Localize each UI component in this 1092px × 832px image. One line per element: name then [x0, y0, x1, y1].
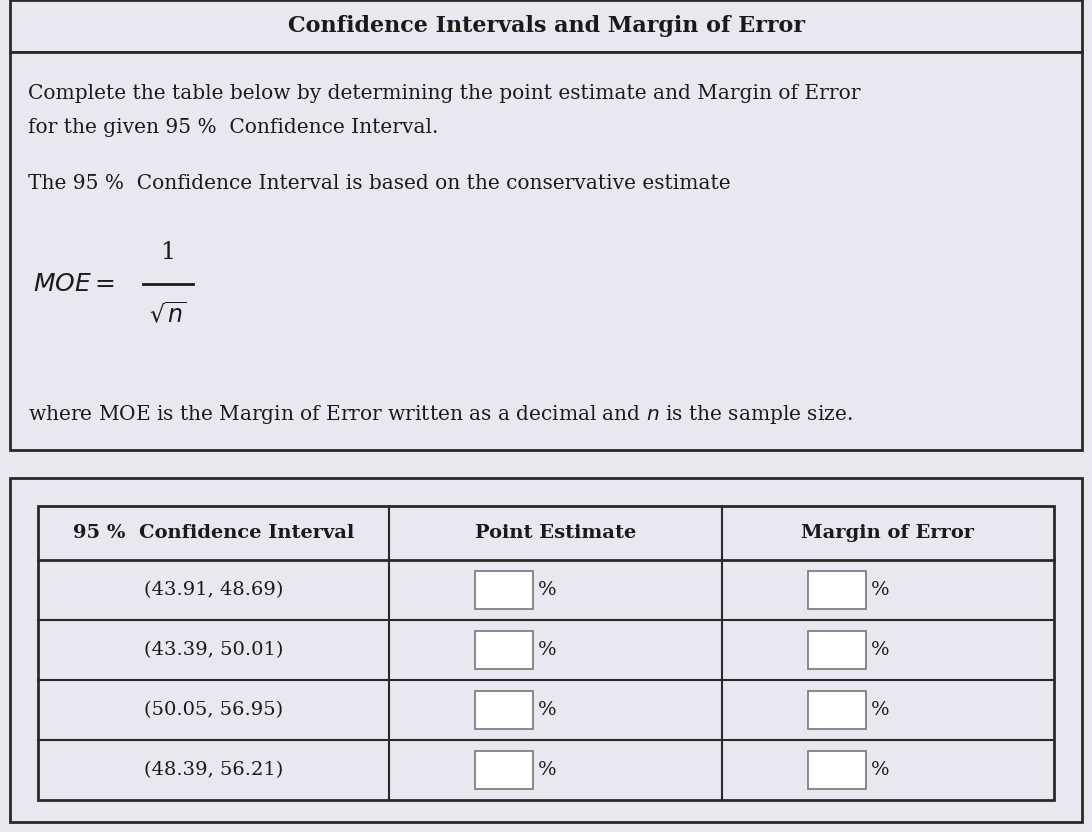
- Bar: [475, 691, 533, 729]
- Bar: [475, 751, 533, 789]
- Bar: [475, 571, 533, 609]
- Text: %: %: [538, 701, 557, 719]
- Text: where MOE is the Margin of Error written as a decimal and $n$ is the sample size: where MOE is the Margin of Error written…: [28, 403, 853, 426]
- Text: %: %: [538, 761, 557, 779]
- Text: %: %: [538, 581, 557, 599]
- Bar: [808, 571, 866, 609]
- Bar: [475, 631, 533, 669]
- Text: Margin of Error: Margin of Error: [802, 524, 974, 542]
- Text: (43.91, 48.69): (43.91, 48.69): [143, 581, 283, 599]
- Text: %: %: [871, 641, 890, 659]
- Text: for the given 95 %  Confidence Interval.: for the given 95 % Confidence Interval.: [28, 118, 438, 137]
- Text: 1: 1: [161, 241, 176, 264]
- Text: (43.39, 50.01): (43.39, 50.01): [143, 641, 283, 659]
- Text: %: %: [871, 761, 890, 779]
- Text: $\sqrt{n}$: $\sqrt{n}$: [149, 302, 187, 328]
- Text: The 95 %  Confidence Interval is based on the conservative estimate: The 95 % Confidence Interval is based on…: [28, 174, 731, 193]
- Bar: [808, 691, 866, 729]
- Text: Point Estimate: Point Estimate: [475, 524, 636, 542]
- Text: (48.39, 56.21): (48.39, 56.21): [144, 761, 283, 779]
- Text: Confidence Intervals and Margin of Error: Confidence Intervals and Margin of Error: [287, 15, 805, 37]
- Text: $\mathit{MOE}=$: $\mathit{MOE}=$: [33, 272, 115, 296]
- Text: (50.05, 56.95): (50.05, 56.95): [144, 701, 283, 719]
- Text: %: %: [538, 641, 557, 659]
- Bar: [808, 751, 866, 789]
- Bar: [808, 631, 866, 669]
- Text: %: %: [871, 701, 890, 719]
- Text: 95 %  Confidence Interval: 95 % Confidence Interval: [72, 524, 354, 542]
- Text: Complete the table below by determining the point estimate and Margin of Error: Complete the table below by determining …: [28, 84, 860, 103]
- Bar: [10, 52, 1082, 450]
- Text: %: %: [871, 581, 890, 599]
- Bar: [38, 506, 1054, 800]
- Bar: [10, 478, 1082, 822]
- Bar: [10, 0, 1082, 52]
